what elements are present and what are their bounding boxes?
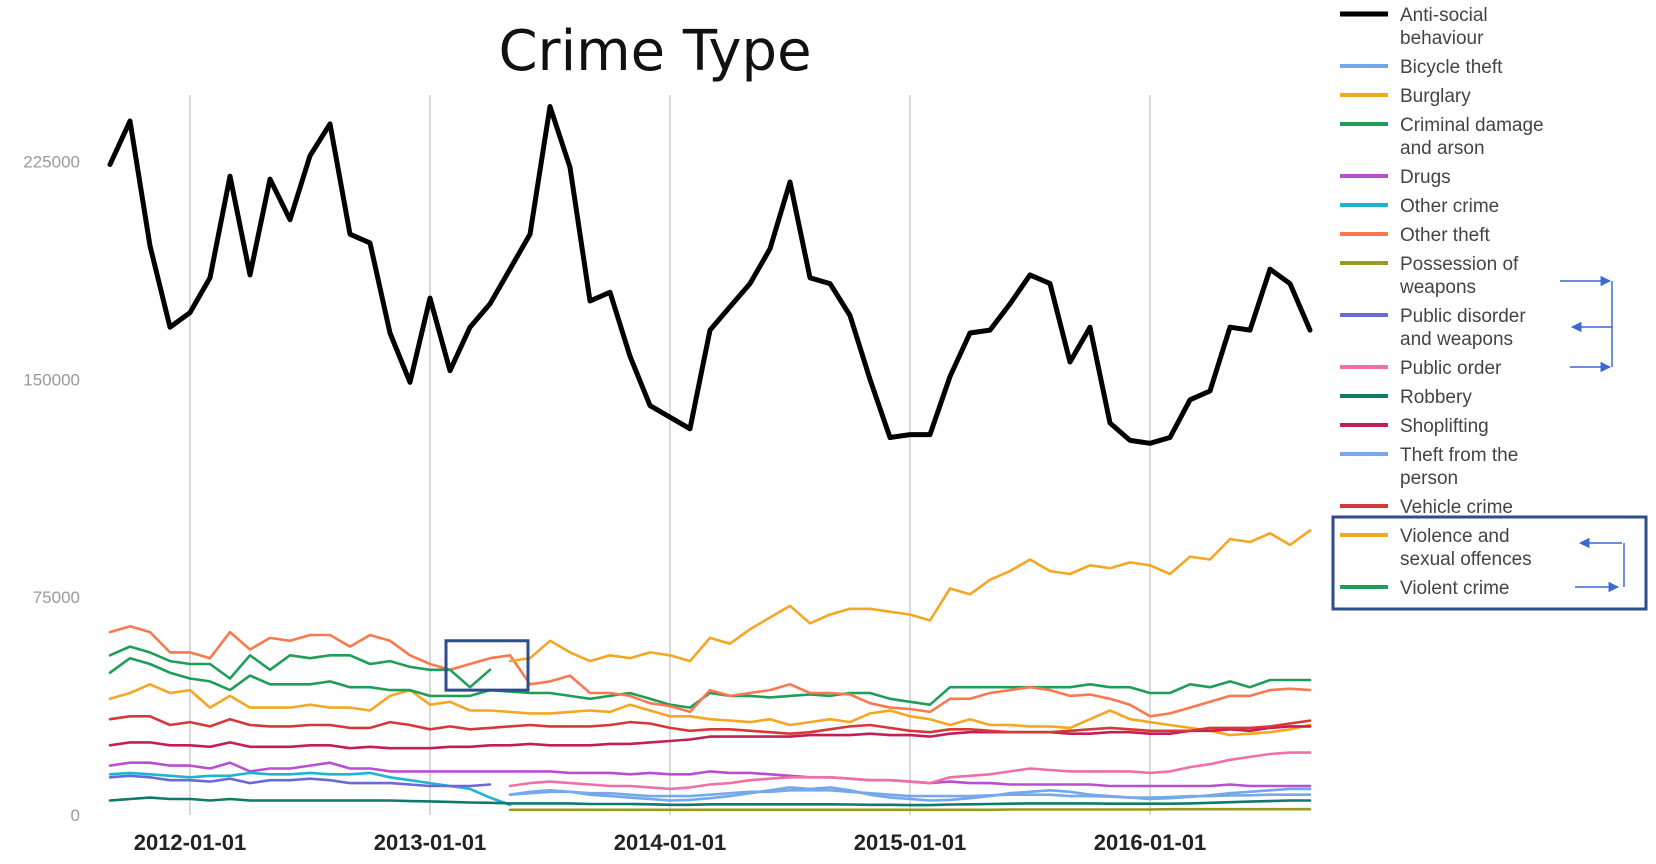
y-tick-label: 75000: [33, 588, 80, 607]
series-line-shoplifting: [108, 725, 1312, 750]
legend-item: Vehicle crime: [1340, 497, 1513, 518]
legend-label: Violent crime: [1400, 578, 1509, 599]
legend-label: Criminal damage: [1400, 115, 1544, 136]
series-line-theft-from-the-person: [508, 789, 1312, 799]
series-line-criminal-damage-and-arson: [108, 656, 1312, 709]
series-line-robbery: [108, 796, 1312, 807]
legend-label: Vehicle crime: [1400, 497, 1513, 518]
series-line-public-disorder-and-weapons: [108, 774, 492, 788]
chart-title: Crime Type: [498, 19, 811, 84]
x-axis: 2012-01-01 2013-01-01 2014-01-01 2015-01-01…: [134, 830, 1207, 855]
y-axis: 0 75000 150000 225000: [23, 153, 80, 825]
annotations: [444, 275, 1625, 692]
series-line-possession-of-weapons: [508, 807, 1312, 812]
legend-label: person: [1400, 468, 1458, 489]
series-line-violent-crime: [108, 645, 492, 689]
y-tick-label: 225000: [23, 153, 80, 172]
legend-highlight-box: [1331, 515, 1648, 611]
legend-label: Bicycle theft: [1400, 57, 1503, 78]
legend-label: Public order: [1400, 358, 1502, 379]
legend-label: Burglary: [1400, 86, 1471, 107]
legend-item: Shoplifting: [1340, 416, 1489, 437]
legend-item: Public order: [1340, 358, 1502, 379]
legend-item: Drugs: [1340, 167, 1451, 188]
legend-label: Theft from the: [1400, 445, 1518, 466]
series-line-other-theft: [108, 625, 1312, 718]
legend-label: Shoplifting: [1400, 416, 1489, 437]
legend-label: behaviour: [1400, 28, 1484, 49]
legend-item: Other theft: [1340, 225, 1490, 246]
legend-label: and arson: [1400, 138, 1485, 159]
legend-label: Drugs: [1400, 167, 1451, 188]
series-line-burglary: [108, 683, 1312, 737]
legend-label: sexual offences: [1400, 549, 1532, 570]
series-lines: [107, 104, 1313, 812]
legend-label: Robbery: [1400, 387, 1472, 408]
x-tick-label: 2016-01-01: [1094, 830, 1207, 855]
y-tick-label: 0: [71, 806, 80, 825]
series-line-vehicle-crime: [108, 715, 1312, 735]
legend-item: Violent crime: [1340, 578, 1509, 599]
legend-item: Robbery: [1340, 387, 1472, 408]
legend-label: Violence and: [1400, 526, 1510, 547]
legend-label: Other crime: [1400, 196, 1499, 217]
legend-item: Burglary: [1340, 86, 1471, 107]
x-tick-label: 2014-01-01: [614, 830, 727, 855]
legend-item: Bicycle theft: [1340, 57, 1503, 78]
y-tick-label: 150000: [23, 370, 80, 389]
legend-label: Public disorder: [1400, 306, 1526, 327]
series-line-violence-and-sexual-offences: [508, 529, 1312, 663]
legend-item: Other crime: [1340, 196, 1499, 217]
legend-label: Anti-social: [1400, 5, 1488, 26]
series-line-anti-social-behaviour: [107, 104, 1313, 446]
x-tick-label: 2012-01-01: [134, 830, 247, 855]
x-tick-label: 2013-01-01: [374, 830, 487, 855]
x-tick-label: 2015-01-01: [854, 830, 967, 855]
series-line-public-order: [508, 751, 1312, 791]
legend-label: weapons: [1399, 277, 1476, 298]
series-line-drugs: [108, 761, 1312, 788]
legend-label: and weapons: [1400, 329, 1513, 350]
legend-label: Possession of: [1400, 254, 1519, 275]
transition-highlight-box: [444, 639, 530, 692]
legend-label: Other theft: [1400, 225, 1490, 246]
